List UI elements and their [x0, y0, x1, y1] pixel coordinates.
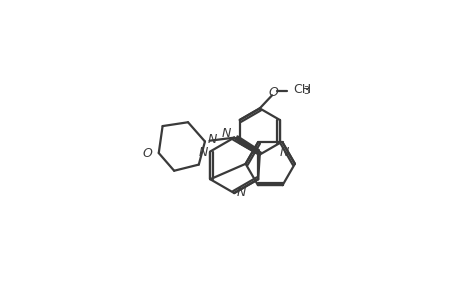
Text: N: N	[279, 146, 288, 159]
Text: N: N	[221, 127, 231, 140]
Text: O: O	[142, 146, 152, 160]
Text: O: O	[268, 86, 278, 100]
Text: N: N	[198, 146, 207, 159]
Text: N: N	[207, 133, 216, 146]
Text: N: N	[236, 186, 246, 199]
Text: CH: CH	[292, 82, 310, 96]
Text: 3: 3	[303, 86, 309, 96]
